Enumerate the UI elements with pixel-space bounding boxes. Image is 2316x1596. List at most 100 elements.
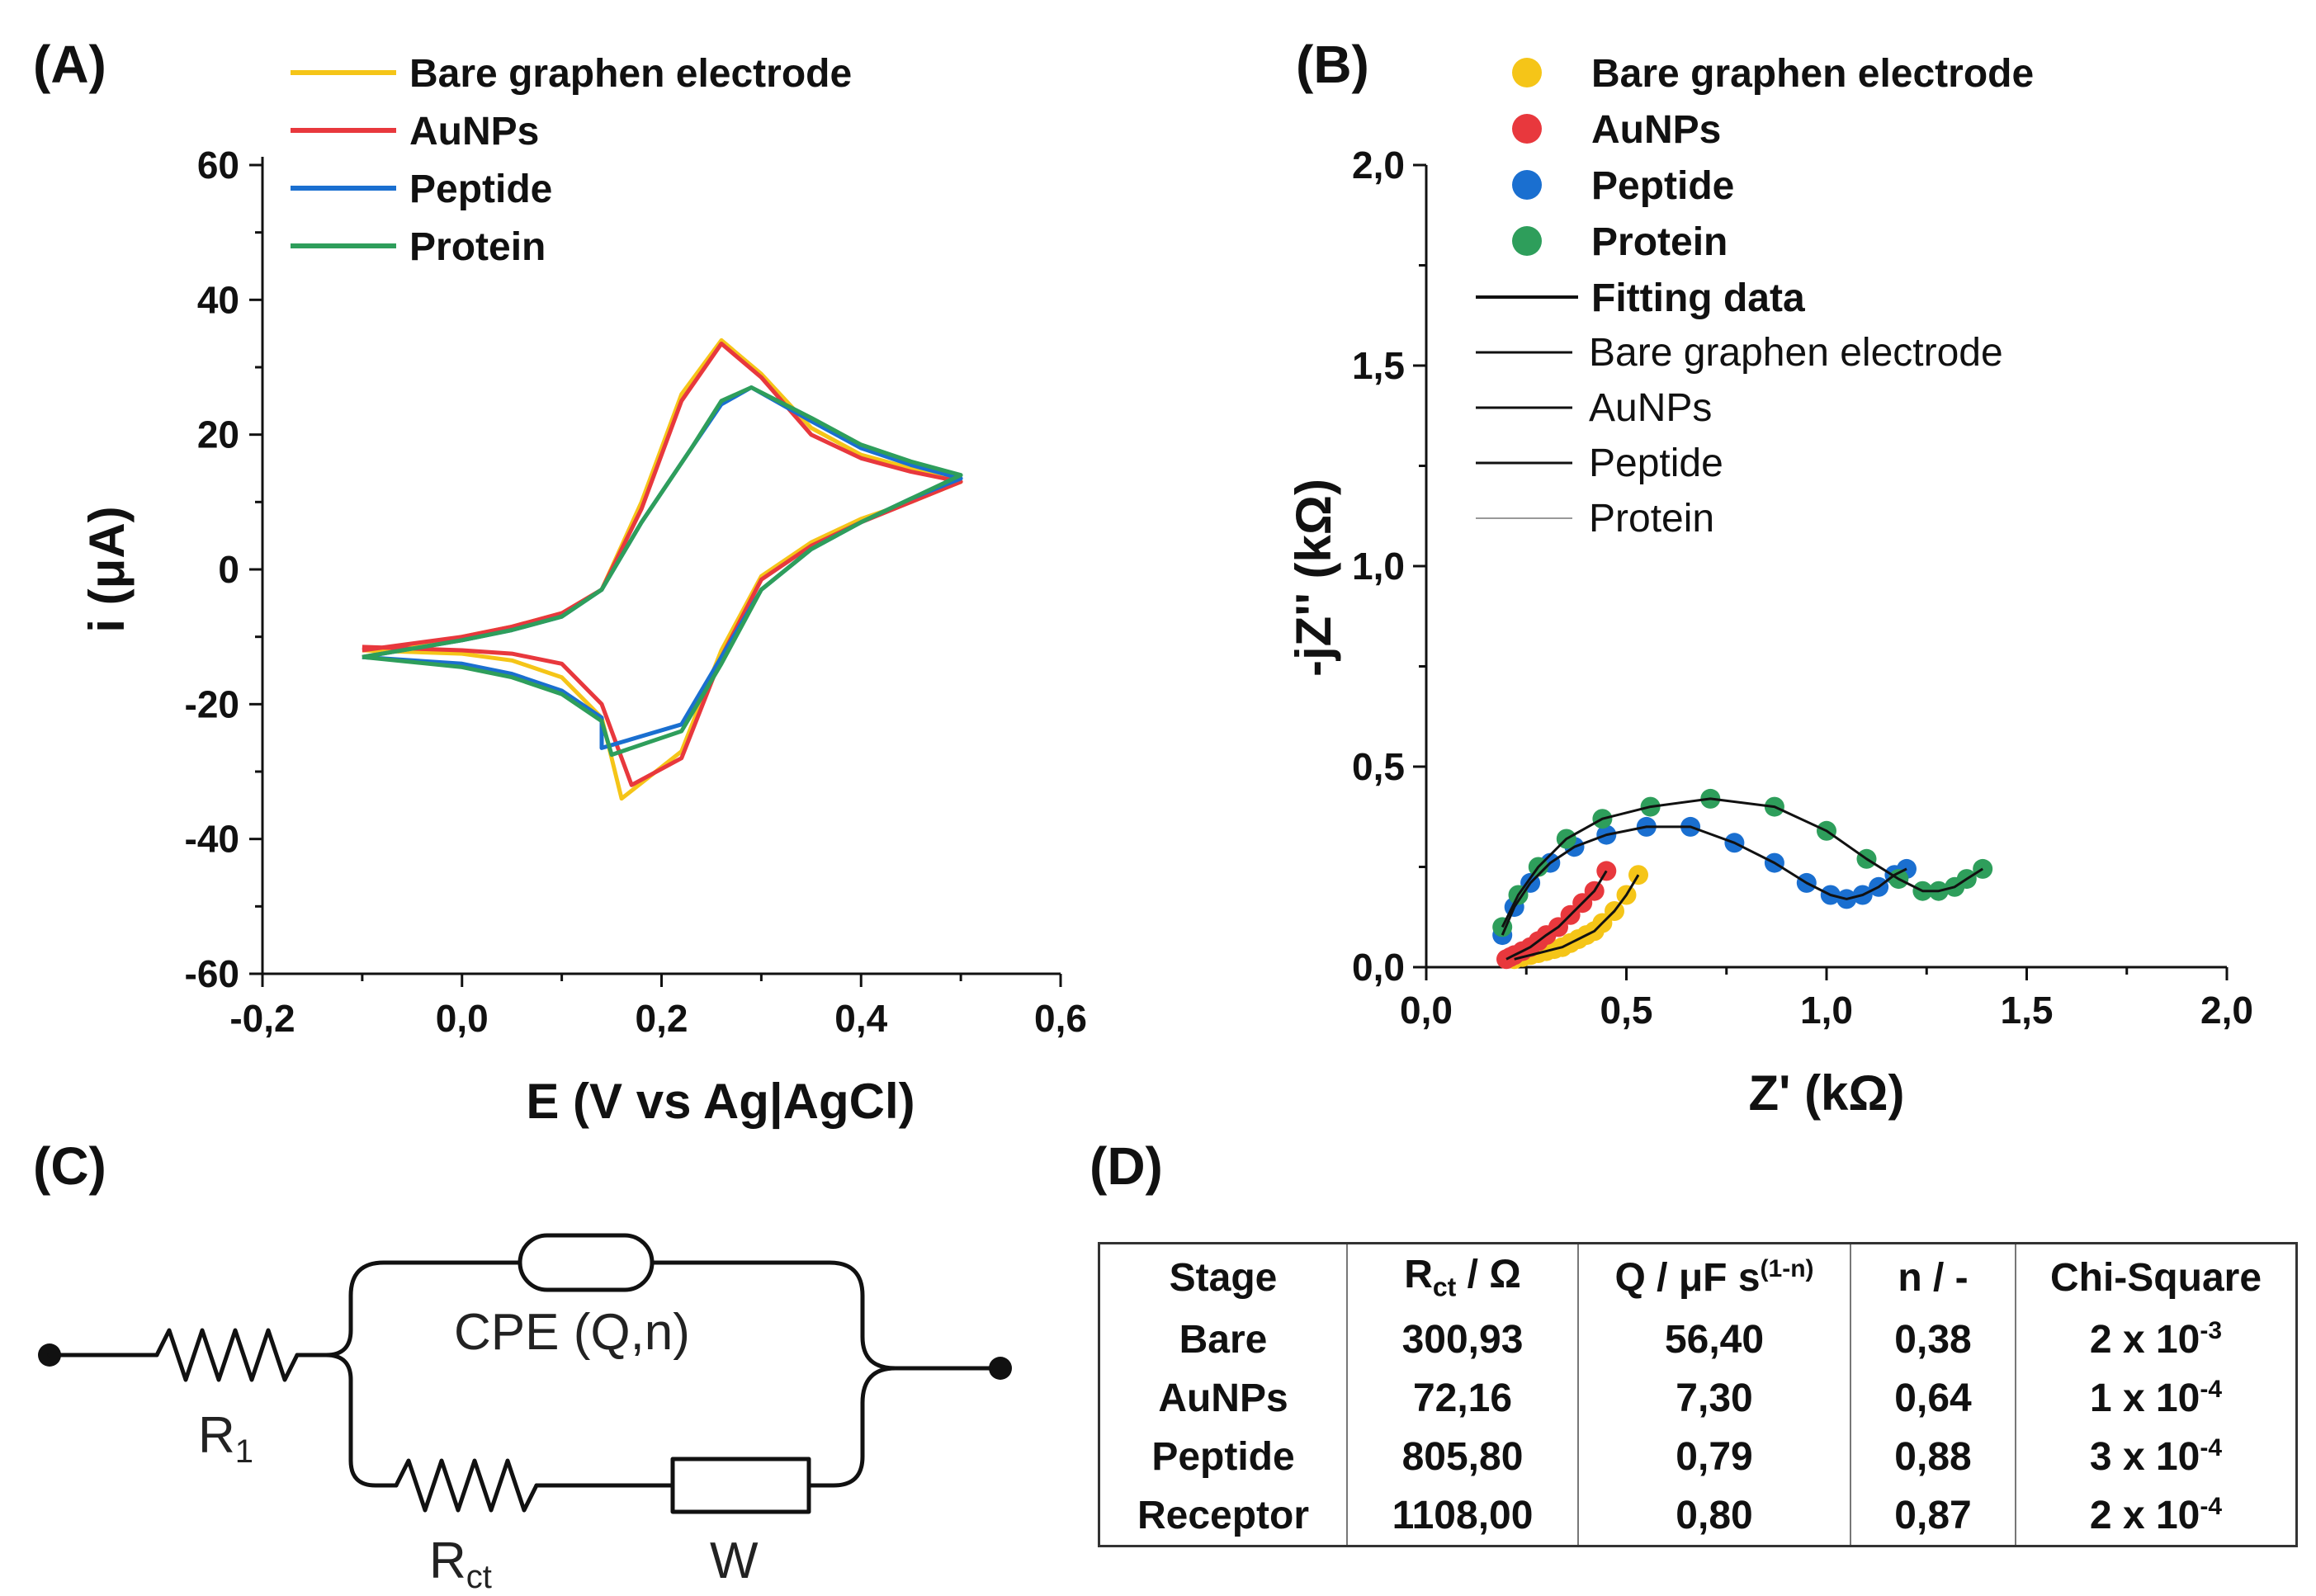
warburg-element — [670, 1457, 811, 1514]
cv-y-tick-label: 60 — [197, 144, 239, 187]
nyquist-chart: 0,0 0,5 1,0 1,5 2,0 0,0 0,5 1,0 1,5 2,0 Bare grap… — [1286, 52, 2253, 1121]
header-rct-unit: / Ω — [1456, 1253, 1521, 1297]
wire-lower-right — [806, 1366, 898, 1488]
nyquist-legend-label: AuNPs — [1591, 108, 1721, 152]
cv-series-protein — [362, 385, 963, 758]
cv-x-tick-label: -0,2 — [229, 997, 295, 1040]
panel-label-b: (B) — [1296, 35, 1369, 94]
chi-exp: -4 — [2200, 1434, 2223, 1461]
chi-exp: -3 — [2200, 1317, 2223, 1344]
table-row: AuNPs 72,16 7,30 0,64 1 x 10-4 — [1098, 1369, 2298, 1428]
nyquist-legend-fit-label: Bare graphen electrode — [1589, 331, 2003, 375]
wire-upper-right — [650, 1260, 993, 1371]
cv-y-axis-label: i (μA) — [79, 506, 135, 632]
nyquist-y-tick-label: 0,5 — [1352, 745, 1405, 788]
nyquist-legend-marker — [1512, 58, 1542, 87]
cv-legend-label: Bare graphen electrode — [409, 52, 852, 96]
cv-x-tick-label: 0,0 — [436, 997, 489, 1040]
nyquist-x-tick-label: 2,0 — [2200, 989, 2253, 1032]
cell-q: 7,30 — [1577, 1369, 1851, 1428]
r1-label-main: R — [198, 1407, 235, 1464]
cell-stage: Receptor — [1098, 1486, 1348, 1546]
cv-legend-label: Peptide — [409, 168, 552, 211]
cv-y-tick-label: -60 — [185, 952, 239, 995]
nyquist-legend-label: Peptide — [1591, 164, 1734, 208]
nyquist-y-tick-label: 1,5 — [1352, 344, 1405, 387]
panel-label-c: (C) — [33, 1136, 106, 1196]
cell-n: 0,64 — [1850, 1369, 2016, 1428]
fit-parameters-table: Stage Rct / Ω Q / μF s(1-n) n / - Chi-Sq… — [1098, 1242, 2298, 1547]
nyquist-fit-line-peptide — [1501, 825, 1907, 936]
cell-n: 0,38 — [1850, 1310, 2016, 1369]
cell-stage: Peptide — [1098, 1428, 1348, 1486]
cell-rct: 300,93 — [1346, 1310, 1579, 1369]
nyquist-legend-label: Bare graphen electrode — [1591, 52, 2034, 96]
panel-label-d: (D) — [1089, 1136, 1163, 1196]
wire-lower-left — [324, 1353, 399, 1488]
cv-x-tick-label: 0,6 — [1034, 997, 1087, 1040]
nyquist-y-tick-label: 1,0 — [1352, 545, 1405, 588]
nyquist-y-axis-label: -jZ'' (kΩ) — [1286, 479, 1341, 677]
cv-y-tick-label: 0 — [218, 548, 239, 591]
rct-label: Rct — [429, 1532, 492, 1595]
header-rct-main: R — [1404, 1253, 1433, 1297]
cv-y-tick-label: -40 — [185, 818, 239, 861]
cell-chi: 1 x 10-4 — [2015, 1369, 2298, 1428]
header-rct-sub: ct — [1432, 1272, 1457, 1302]
cpe-element — [518, 1233, 655, 1292]
table-row: Receptor 1108,00 0,80 0,87 2 x 10-4 — [1098, 1486, 2298, 1546]
resistor-r1 — [154, 1328, 300, 1382]
cell-rct: 72,16 — [1346, 1369, 1579, 1428]
equivalent-circuit — [38, 1233, 1012, 1514]
cell-stage: Bare — [1098, 1310, 1348, 1369]
cell-q: 56,40 — [1577, 1310, 1851, 1369]
chi-exp: -4 — [2200, 1493, 2223, 1520]
cv-series-peptide — [362, 385, 963, 750]
cv-x-tick-label: 0,2 — [636, 997, 688, 1040]
cpe-label: CPE (Q,n) — [454, 1304, 690, 1361]
chi-base: 1 x 10 — [2089, 1376, 2200, 1420]
nyquist-x-axis-label: Z' (kΩ) — [1748, 1065, 1904, 1121]
nyquist-fit-line-aunps — [1505, 870, 1608, 961]
table-row: Peptide 805,80 0,79 0,88 3 x 10-4 — [1098, 1428, 2298, 1486]
terminal-right — [989, 1357, 1012, 1380]
r1-label: R1 — [198, 1407, 253, 1470]
header-q-main: Q / μF s — [1614, 1255, 1761, 1300]
wire-upper-left — [295, 1260, 522, 1358]
nyquist-x-tick-label: 0,0 — [1400, 989, 1453, 1032]
nyquist-y-tick-label: 0,0 — [1352, 946, 1405, 989]
panel-label-a: (A) — [33, 35, 106, 94]
chi-base: 3 x 10 — [2089, 1435, 2200, 1479]
table-header-row: Stage Rct / Ω Q / μF s(1-n) n / - Chi-Sq… — [1098, 1243, 2298, 1310]
cell-n: 0,88 — [1850, 1428, 2016, 1486]
cv-x-tick-label: 0,4 — [834, 997, 887, 1040]
cv-x-axis-label: E (V vs Ag|AgCl) — [526, 1074, 915, 1130]
nyquist-legend-fit-label: AuNPs — [1589, 386, 1712, 430]
nyquist-legend-label: Protein — [1591, 220, 1728, 264]
nyquist-fit-line-bare-graphen-electrode — [1514, 874, 1640, 961]
rct-label-sub: ct — [466, 1559, 492, 1595]
header-stage: Stage — [1098, 1243, 1348, 1310]
rct-label-main: R — [429, 1532, 466, 1589]
cv-y-tick-label: 40 — [197, 278, 239, 321]
nyquist-y-tick-label: 2,0 — [1352, 144, 1405, 187]
cell-stage: AuNPs — [1098, 1369, 1348, 1428]
cell-rct: 1108,00 — [1346, 1486, 1579, 1546]
chi-base: 2 x 10 — [2089, 1318, 2200, 1362]
table-row: Bare 300,93 56,40 0,38 2 x 10-3 — [1098, 1310, 2298, 1369]
nyquist-legend-marker — [1512, 170, 1542, 200]
header-n: n / - — [1850, 1243, 2016, 1310]
cv-y-tick-label: 20 — [197, 413, 239, 456]
cell-q: 0,80 — [1577, 1486, 1851, 1546]
header-chi: Chi-Square — [2015, 1243, 2298, 1310]
chi-exp: -4 — [2200, 1376, 2223, 1403]
r1-label-sub: 1 — [235, 1433, 253, 1470]
nyquist-legend-fit-label: Protein — [1589, 497, 1714, 541]
nyquist-x-tick-label: 1,0 — [1800, 989, 1853, 1032]
w-label: W — [710, 1532, 759, 1589]
cell-rct: 805,80 — [1346, 1428, 1579, 1486]
cell-chi: 3 x 10-4 — [2015, 1428, 2298, 1486]
cv-legend-label: AuNPs — [409, 110, 539, 153]
cell-chi: 2 x 10-3 — [2015, 1310, 2298, 1369]
